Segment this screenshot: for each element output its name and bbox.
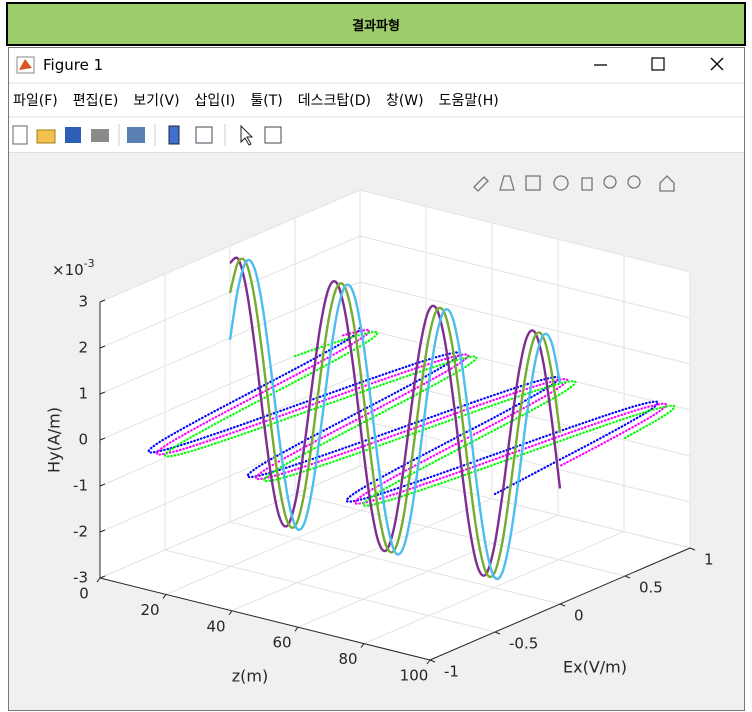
z-tick-label: -3: [73, 569, 88, 587]
grid-line: [294, 493, 626, 577]
menu-item[interactable]: 삽입(I): [194, 93, 236, 109]
x-axis-label: z(m): [232, 667, 268, 686]
menu-item[interactable]: 편집(E): [72, 93, 119, 109]
pointer-icon[interactable]: [240, 124, 254, 146]
y-tick-label: 0: [574, 607, 584, 625]
new-icon[interactable]: [12, 125, 28, 145]
tick-mark: [228, 610, 233, 616]
rotate-icon[interactable]: [553, 175, 569, 191]
close-button[interactable]: [710, 57, 724, 71]
x-tick-label: 40: [206, 617, 225, 635]
title-bar: Figure 1: [9, 48, 744, 82]
grid-line: [99, 465, 361, 579]
z-tick-label: -2: [73, 523, 88, 541]
tick-mark: [162, 594, 167, 599]
app-icon-shape: [19, 59, 32, 70]
z-tick-label: 1: [78, 385, 88, 403]
solid-line: [228, 257, 562, 579]
dotted-line: [147, 326, 660, 503]
menu-item[interactable]: 데스크탑(D): [297, 93, 371, 109]
export-icon[interactable]: [473, 176, 489, 192]
tick-mark: [99, 345, 106, 349]
tick-mark: [429, 659, 436, 663]
x-tick-label: 60: [272, 634, 291, 652]
toolbar-icons: [12, 124, 282, 146]
x-tick-label: 80: [338, 650, 357, 668]
tick-mark: [99, 575, 106, 579]
home-icon[interactable]: [659, 175, 675, 192]
tool-bar: [9, 118, 744, 153]
tick-mark: [99, 299, 106, 303]
grid-line: [99, 373, 361, 487]
zoom-in-icon[interactable]: [603, 175, 617, 189]
open-icon[interactable]: [36, 129, 56, 144]
tick-mark: [99, 529, 106, 533]
menu-item[interactable]: 툴(T): [250, 93, 283, 109]
window-title: Figure 1: [43, 56, 104, 74]
tick-mark: [494, 631, 501, 635]
grid-line: [99, 419, 361, 533]
link-icon[interactable]: [127, 127, 145, 143]
grid-line: [359, 235, 691, 319]
data-tip-icon[interactable]: [525, 175, 541, 191]
legend-icon[interactable]: [195, 126, 213, 144]
y-tick-label: 1: [704, 551, 714, 569]
title-icons: [16, 56, 724, 74]
brush-icon[interactable]: [499, 175, 515, 191]
header-title: 결과파형: [352, 18, 400, 34]
solid-line: [229, 256, 562, 577]
solid-line: [228, 258, 562, 581]
tick-mark: [689, 547, 696, 551]
y-axis-label: Ex(V/m): [563, 658, 627, 677]
x-tick-label: 20: [140, 601, 159, 619]
tick-mark: [360, 643, 365, 648]
y-tick-label: -0.5: [509, 635, 538, 653]
exponent-base: ×10: [52, 261, 84, 279]
tick-mark: [99, 391, 106, 395]
colorbar-icon[interactable]: [168, 125, 180, 145]
maximize-button[interactable]: [651, 57, 665, 71]
header-bar: 결과파형: [6, 2, 746, 46]
menu-item[interactable]: 보기(V): [133, 93, 180, 109]
y-tick-label: -1: [444, 663, 459, 681]
exponent-power: -3: [84, 257, 95, 270]
grid-line: [164, 549, 496, 633]
tick-mark: [99, 483, 106, 487]
z-axis-label: Hy(A/m): [45, 407, 64, 473]
grid-line: [359, 189, 691, 273]
grid-line: [99, 189, 361, 303]
x-tick-label: 100: [400, 667, 429, 685]
tick-mark: [426, 659, 431, 665]
z-tick-label: 2: [78, 339, 88, 357]
print-icon[interactable]: [91, 129, 109, 142]
grid-line: [359, 327, 691, 411]
tick-mark: [96, 577, 101, 583]
tick-mark: [624, 575, 631, 579]
menu-item[interactable]: 창(W): [385, 93, 424, 109]
menu-bar: 파일(F) 편집(E) 보기(V) 삽입(I) 툴(T) 데스크탑(D) 창(W…: [9, 84, 744, 116]
z-tick-label: 3: [78, 293, 88, 311]
tick-mark: [294, 626, 299, 632]
axes-toolbar: [473, 175, 675, 192]
zoom-out-icon[interactable]: [627, 175, 641, 189]
pan-icon[interactable]: [581, 177, 593, 191]
grid-line: [229, 521, 561, 605]
save-icon[interactable]: [65, 127, 81, 143]
z-tick-label: 0: [78, 431, 88, 449]
z-tick-label: -1: [73, 477, 88, 495]
y-tick-label: 0.5: [639, 579, 663, 597]
tick-mark: [559, 603, 566, 607]
tick-mark: [99, 437, 106, 441]
dotted-line: [163, 330, 676, 507]
exponent-label: ×10-3: [52, 257, 95, 279]
property-icon[interactable]: [264, 126, 282, 144]
menu-item[interactable]: 파일(F): [13, 93, 58, 109]
menu-item[interactable]: 도움말(H): [438, 93, 499, 109]
x-tick-label: 0: [79, 585, 89, 603]
grid-line: [359, 281, 691, 365]
axis-line: [99, 577, 431, 661]
grid-line: [359, 465, 691, 549]
